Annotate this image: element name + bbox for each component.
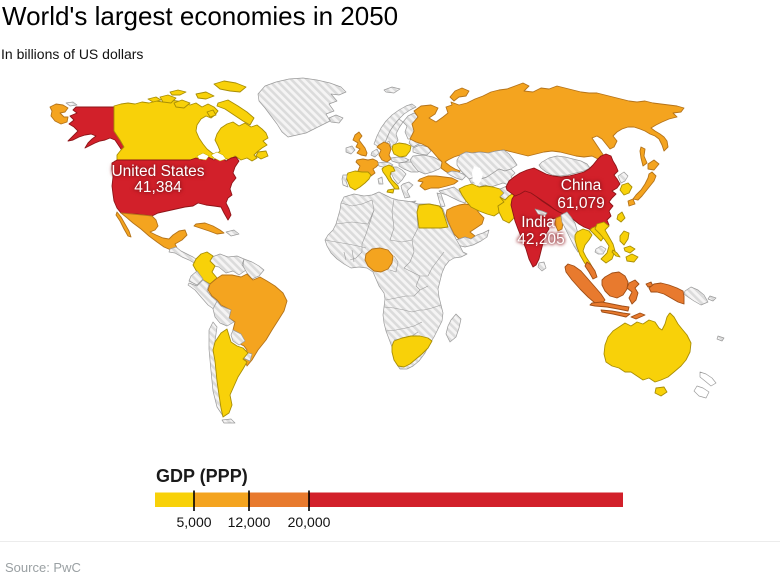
svg-text:United States: United States — [111, 163, 204, 180]
svg-text:41,384: 41,384 — [134, 179, 182, 196]
svg-text:China: China — [561, 177, 602, 194]
svg-text:61,079: 61,079 — [557, 195, 604, 212]
svg-text:42,205: 42,205 — [517, 231, 564, 248]
svg-text:India: India — [521, 214, 555, 231]
